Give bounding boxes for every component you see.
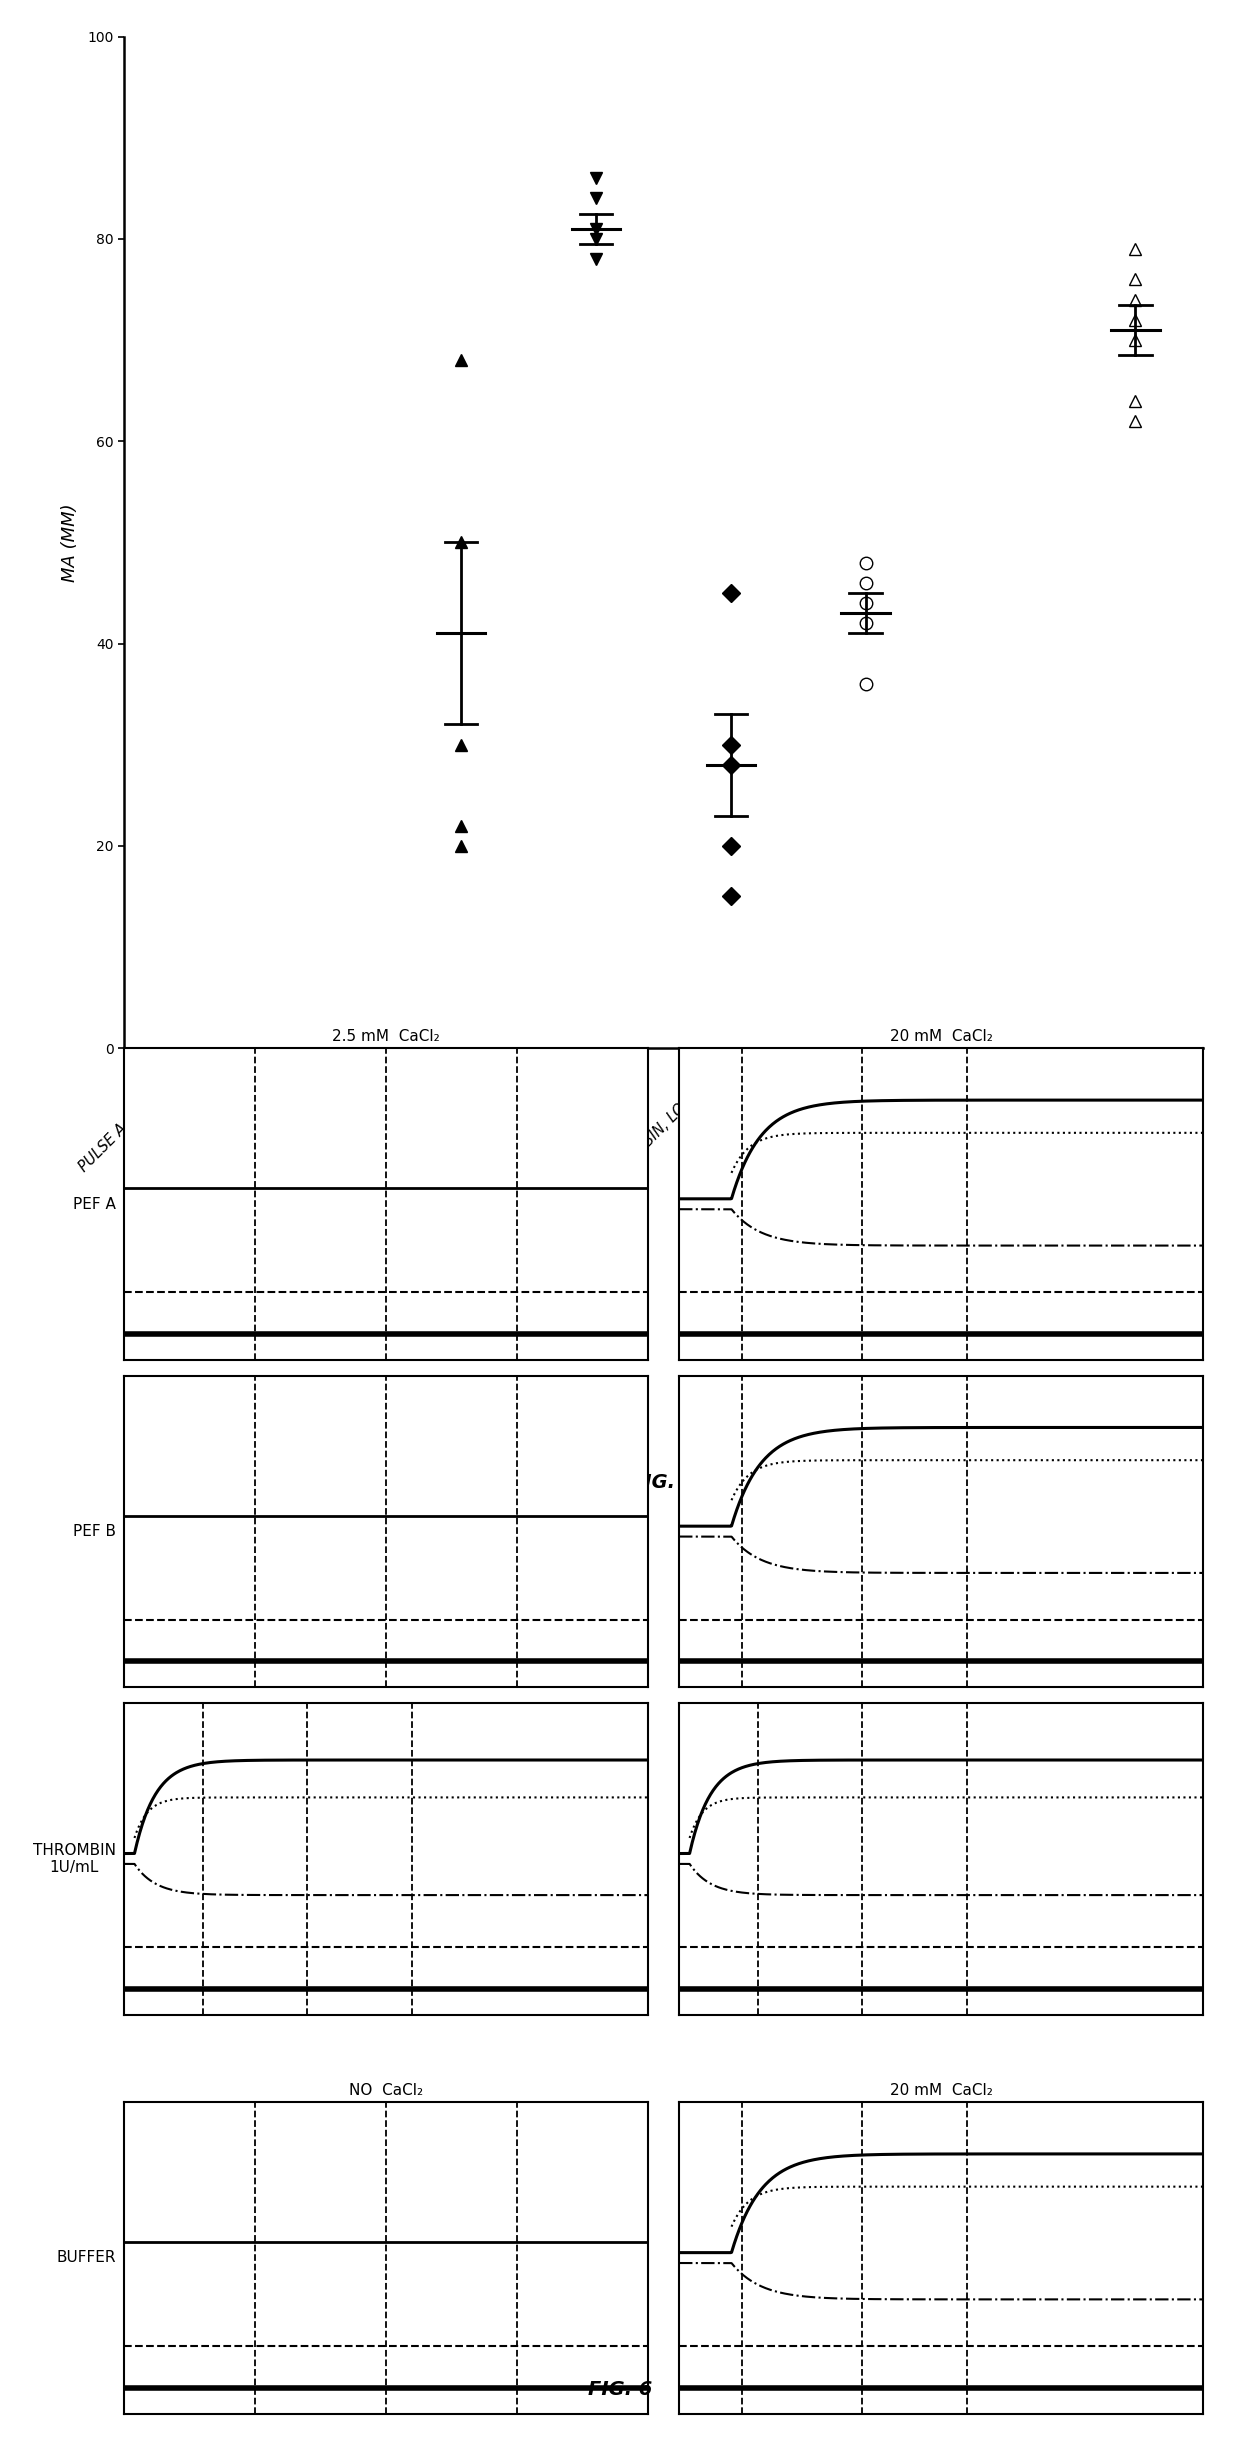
Y-axis label: PEF A: PEF A: [73, 1197, 115, 1212]
Title: 20 mM  CaCl₂: 20 mM CaCl₂: [889, 1029, 992, 1043]
Title: 2.5 mM  CaCl₂: 2.5 mM CaCl₂: [332, 1029, 440, 1043]
Y-axis label: THROMBIN
1U/mL: THROMBIN 1U/mL: [32, 1842, 115, 1874]
Title: 20 mM  CaCl₂: 20 mM CaCl₂: [889, 2084, 992, 2099]
Y-axis label: PEF B: PEF B: [73, 1524, 115, 1539]
Text: FIG. 5: FIG. 5: [631, 1473, 696, 1493]
Text: FIG. 6: FIG. 6: [588, 2379, 652, 2399]
Y-axis label: MA (MM): MA (MM): [61, 503, 79, 581]
Y-axis label: BUFFER: BUFFER: [56, 2250, 115, 2265]
Title: NO  CaCl₂: NO CaCl₂: [348, 2084, 423, 2099]
